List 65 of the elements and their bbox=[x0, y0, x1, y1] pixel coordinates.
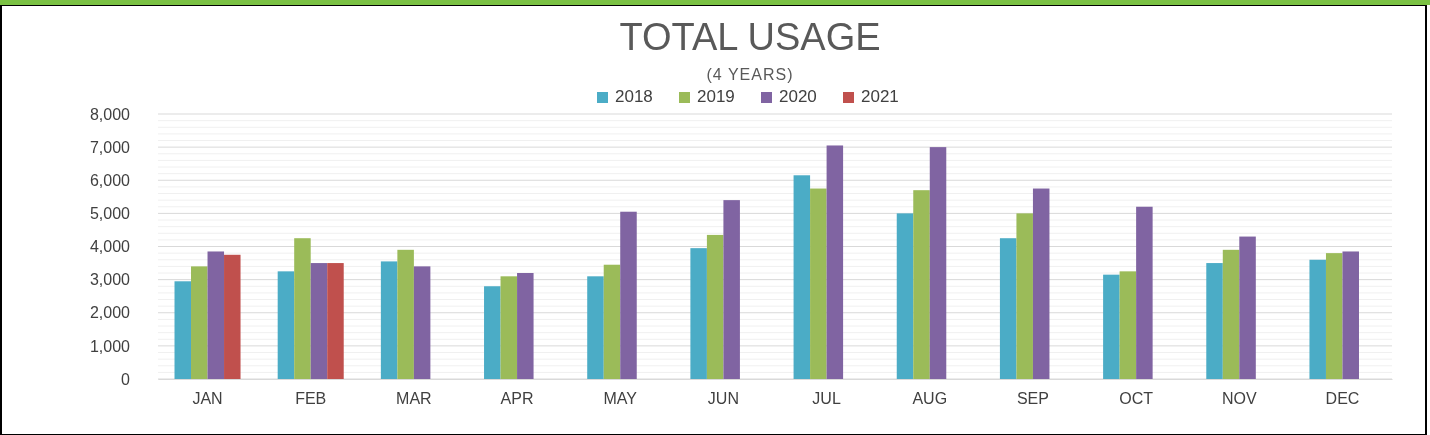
x-tick-label: FEB bbox=[295, 390, 327, 408]
bar bbox=[826, 145, 844, 379]
y-tick-label: 8,000 bbox=[89, 105, 131, 123]
bar bbox=[380, 261, 398, 379]
bar bbox=[327, 263, 344, 379]
bar bbox=[620, 211, 637, 379]
bar bbox=[1136, 206, 1153, 379]
y-tick-label: 2,000 bbox=[89, 304, 131, 322]
bar bbox=[896, 213, 914, 379]
bar bbox=[1222, 249, 1240, 379]
bar bbox=[1325, 253, 1343, 379]
bar bbox=[224, 254, 241, 379]
x-tick-label: JAN bbox=[192, 390, 223, 408]
bar bbox=[1342, 251, 1359, 379]
x-tick-label: MAY bbox=[603, 390, 638, 408]
bar bbox=[793, 175, 811, 379]
bar bbox=[310, 263, 328, 379]
y-tick-label: 3,000 bbox=[89, 271, 131, 289]
y-tick-label: 7,000 bbox=[89, 138, 131, 156]
bar bbox=[1309, 259, 1326, 379]
bar bbox=[1119, 271, 1137, 379]
x-tick-label: JUN bbox=[707, 390, 739, 408]
bar bbox=[810, 188, 827, 379]
legend-label: 2021 bbox=[861, 87, 899, 106]
bar bbox=[587, 276, 604, 379]
bar bbox=[1103, 274, 1120, 379]
bar bbox=[723, 200, 740, 379]
legend-label: 2018 bbox=[615, 87, 653, 106]
y-tick-label: 4,000 bbox=[89, 238, 131, 256]
bar bbox=[929, 147, 947, 379]
bar bbox=[1239, 236, 1256, 379]
y-tick-label: 1,000 bbox=[89, 337, 131, 355]
bar bbox=[706, 234, 724, 379]
chart-title: TOTAL USAGE bbox=[619, 16, 881, 58]
y-tick-label: 6,000 bbox=[89, 171, 131, 189]
y-tick-label: 5,000 bbox=[89, 204, 131, 222]
bar bbox=[1206, 263, 1223, 379]
bar bbox=[999, 238, 1017, 379]
bar bbox=[207, 251, 225, 379]
bar bbox=[484, 286, 501, 379]
bar bbox=[517, 273, 534, 379]
x-tick-label: AUG bbox=[912, 390, 948, 408]
bar bbox=[191, 266, 208, 379]
x-tick-label: JUL bbox=[812, 390, 841, 408]
bar bbox=[1032, 188, 1050, 379]
bar bbox=[294, 238, 311, 379]
x-tick-label: OCT bbox=[1119, 390, 1154, 408]
x-tick-label: MAR bbox=[396, 390, 432, 408]
legend-label: 2019 bbox=[697, 87, 735, 106]
bar bbox=[397, 249, 414, 379]
bar bbox=[690, 248, 707, 379]
x-tick-label: APR bbox=[500, 390, 534, 408]
bar bbox=[174, 281, 192, 379]
x-tick-label: NOV bbox=[1221, 390, 1257, 408]
bar bbox=[500, 276, 518, 379]
y-tick-label: 0 bbox=[121, 370, 131, 388]
legend-label: 2020 bbox=[779, 87, 817, 106]
bar bbox=[1016, 213, 1033, 379]
bar bbox=[913, 190, 930, 379]
bar bbox=[277, 271, 295, 379]
x-tick-label: DEC bbox=[1325, 390, 1360, 408]
bar bbox=[603, 264, 621, 379]
chart-subtitle: (4 YEARS) bbox=[706, 66, 794, 83]
x-tick-label: SEP bbox=[1016, 390, 1049, 408]
bar bbox=[413, 266, 431, 379]
